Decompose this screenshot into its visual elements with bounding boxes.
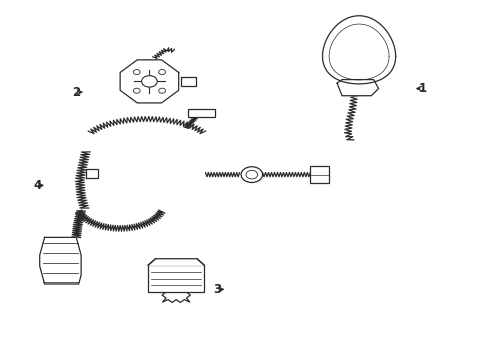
Polygon shape [181,77,195,86]
Polygon shape [322,16,395,84]
Circle shape [142,76,157,87]
Polygon shape [336,80,378,96]
Polygon shape [148,259,204,265]
Polygon shape [86,169,98,178]
Polygon shape [120,60,178,103]
Text: 4: 4 [33,179,41,192]
Text: 2: 2 [72,86,80,99]
Circle shape [241,167,262,183]
Polygon shape [40,237,81,284]
FancyBboxPatch shape [188,109,215,117]
FancyBboxPatch shape [310,166,328,183]
FancyBboxPatch shape [148,265,204,292]
Text: 1: 1 [418,82,426,95]
Text: 3: 3 [213,283,221,296]
